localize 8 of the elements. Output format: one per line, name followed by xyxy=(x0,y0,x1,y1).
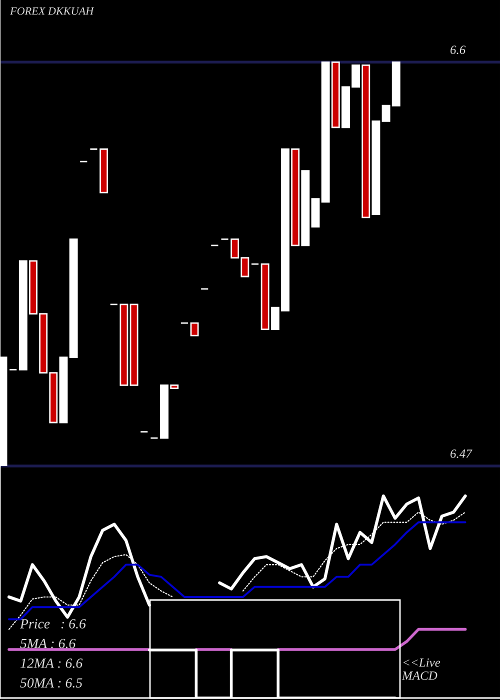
annotation: Price : 6.6 xyxy=(20,619,86,629)
annotation: <<Live MACD xyxy=(402,658,440,680)
annotation: 12MA : 6.6 xyxy=(20,658,83,668)
ref-line-label: 6.47 xyxy=(450,450,472,458)
chart-title: FOREX DKKUAH xyxy=(10,7,94,15)
annotation: 50MA : 6.5 xyxy=(20,678,82,688)
annotation: 5MA : 6.6 xyxy=(20,638,76,648)
ref-line-label: 6.6 xyxy=(450,46,466,54)
